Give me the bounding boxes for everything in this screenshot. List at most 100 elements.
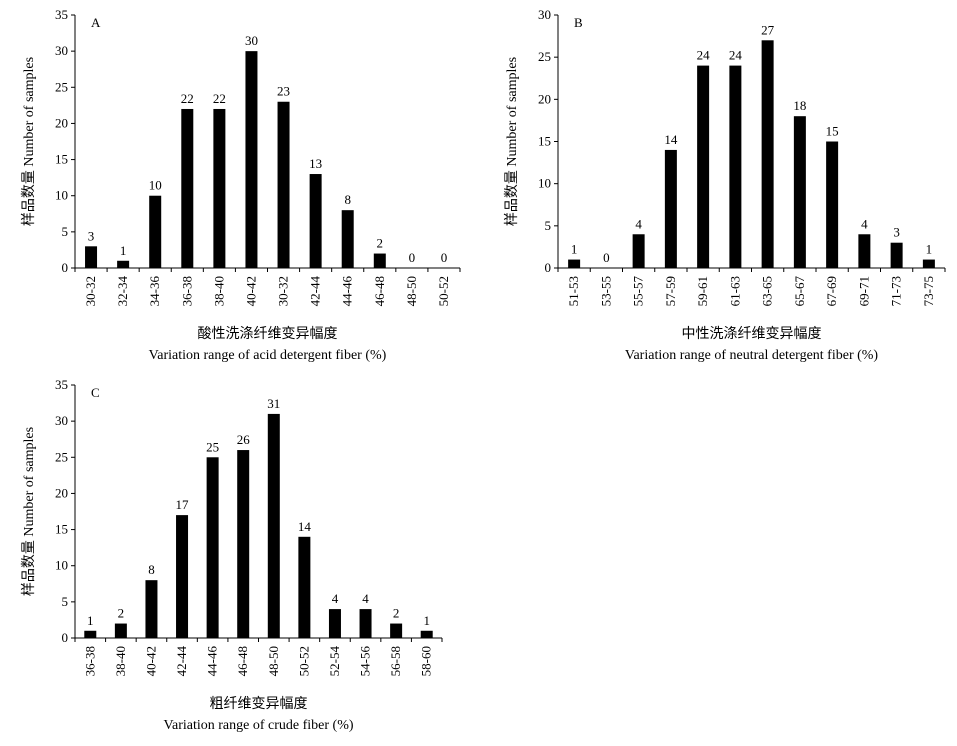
value-label: 4 <box>635 216 642 231</box>
y-tick-label: 15 <box>55 152 68 167</box>
value-label: 8 <box>148 562 155 577</box>
value-label: 10 <box>149 178 162 193</box>
x-tick-label: 46-48 <box>372 276 387 306</box>
y-tick-label: 0 <box>62 630 69 645</box>
bar <box>761 40 774 268</box>
value-label: 17 <box>176 497 190 512</box>
y-tick-label: 5 <box>62 224 69 239</box>
bar <box>697 65 710 268</box>
value-label: 1 <box>120 243 127 258</box>
value-label: 2 <box>118 606 125 621</box>
value-label: 22 <box>181 91 194 106</box>
bar <box>390 623 403 638</box>
value-label: 3 <box>88 228 95 243</box>
value-label: 22 <box>213 91 226 106</box>
y-tick-label: 0 <box>62 260 69 275</box>
x-tick-label: 40-42 <box>143 646 158 676</box>
x-tick-label: 38-40 <box>113 646 128 676</box>
x-tick-label: 50-52 <box>436 276 451 306</box>
value-label: 18 <box>793 98 806 113</box>
bar <box>149 195 162 268</box>
x-tick-label: 46-48 <box>235 646 250 676</box>
value-label: 1 <box>87 613 94 628</box>
y-tick-label: 5 <box>62 594 69 609</box>
y-tick-label: 15 <box>538 134 551 149</box>
bar <box>568 259 581 268</box>
x-axis-label: 酸性洗涤纤维变异幅度 <box>198 326 338 342</box>
x-tick-label: 48-50 <box>266 646 281 676</box>
value-label: 1 <box>571 242 578 257</box>
x-tick-label: 65-67 <box>792 276 807 307</box>
x-axis-label: Variation range of neutral detergent fib… <box>625 348 879 363</box>
x-axis-label: 粗纤维变异幅度 <box>210 696 308 712</box>
bar <box>213 108 226 268</box>
panel-label: C <box>91 385 100 400</box>
x-tick-label: 53-55 <box>598 276 613 306</box>
x-tick-label: 57-59 <box>663 276 678 306</box>
x-tick-label: 32-34 <box>115 276 130 307</box>
value-label: 31 <box>267 396 280 411</box>
value-label: 24 <box>697 48 711 63</box>
value-label: 0 <box>409 250 416 265</box>
bar <box>359 609 372 638</box>
y-tick-label: 35 <box>55 7 68 22</box>
bar <box>890 242 903 268</box>
value-label: 1 <box>423 613 430 628</box>
x-axis-label: Variation range of crude fiber (%) <box>163 718 353 733</box>
value-label: 0 <box>603 250 610 265</box>
bar <box>267 413 280 638</box>
y-tick-label: 35 <box>55 377 68 392</box>
value-label: 27 <box>761 22 775 37</box>
x-tick-label: 58-60 <box>419 646 434 676</box>
bar <box>729 65 742 268</box>
x-tick-label: 42-44 <box>308 276 323 307</box>
y-tick-label: 20 <box>538 91 551 106</box>
value-label: 4 <box>362 591 369 606</box>
value-label: 14 <box>298 519 312 534</box>
bar <box>664 149 677 268</box>
bar <box>206 457 219 638</box>
bar <box>420 630 433 638</box>
bar <box>114 623 127 638</box>
x-tick-label: 56-58 <box>388 646 403 676</box>
y-tick-label: 20 <box>55 485 68 500</box>
y-tick-label: 0 <box>545 260 552 275</box>
value-label: 2 <box>377 236 384 251</box>
y-tick-label: 10 <box>55 558 68 573</box>
x-tick-label: 50-52 <box>296 646 311 676</box>
y-tick-label: 25 <box>55 449 68 464</box>
bar <box>858 234 871 268</box>
x-tick-label: 52-54 <box>327 646 342 677</box>
bar <box>181 108 194 268</box>
y-tick-label: 25 <box>538 49 551 64</box>
bar <box>85 246 98 268</box>
x-tick-label: 40-42 <box>243 276 258 306</box>
bar <box>117 260 130 268</box>
y-tick-label: 30 <box>538 7 551 22</box>
x-tick-label: 54-56 <box>358 646 373 677</box>
x-tick-label: 71-73 <box>889 276 904 306</box>
x-tick-label: 51-53 <box>566 276 581 306</box>
y-tick-label: 10 <box>55 188 68 203</box>
y-axis-label: 样品数量 Number of samples <box>21 57 37 226</box>
x-axis-label: Variation range of acid detergent fiber … <box>149 348 387 363</box>
bar <box>145 580 158 638</box>
y-tick-label: 30 <box>55 43 68 58</box>
x-tick-label: 44-46 <box>205 646 220 677</box>
x-tick-label: 61-63 <box>727 276 742 306</box>
x-tick-label: 59-61 <box>695 276 710 306</box>
x-tick-label: 34-36 <box>147 276 162 307</box>
bar <box>793 116 806 268</box>
value-label: 14 <box>664 132 678 147</box>
x-tick-label: 63-65 <box>760 276 775 306</box>
bar <box>298 536 311 638</box>
x-tick-label: 30-32 <box>83 276 98 306</box>
bar <box>277 101 290 268</box>
value-label: 24 <box>729 48 743 63</box>
value-label: 4 <box>332 591 339 606</box>
y-tick-label: 10 <box>538 176 551 191</box>
bar <box>245 51 258 269</box>
value-label: 4 <box>861 216 868 231</box>
bar <box>373 253 386 268</box>
